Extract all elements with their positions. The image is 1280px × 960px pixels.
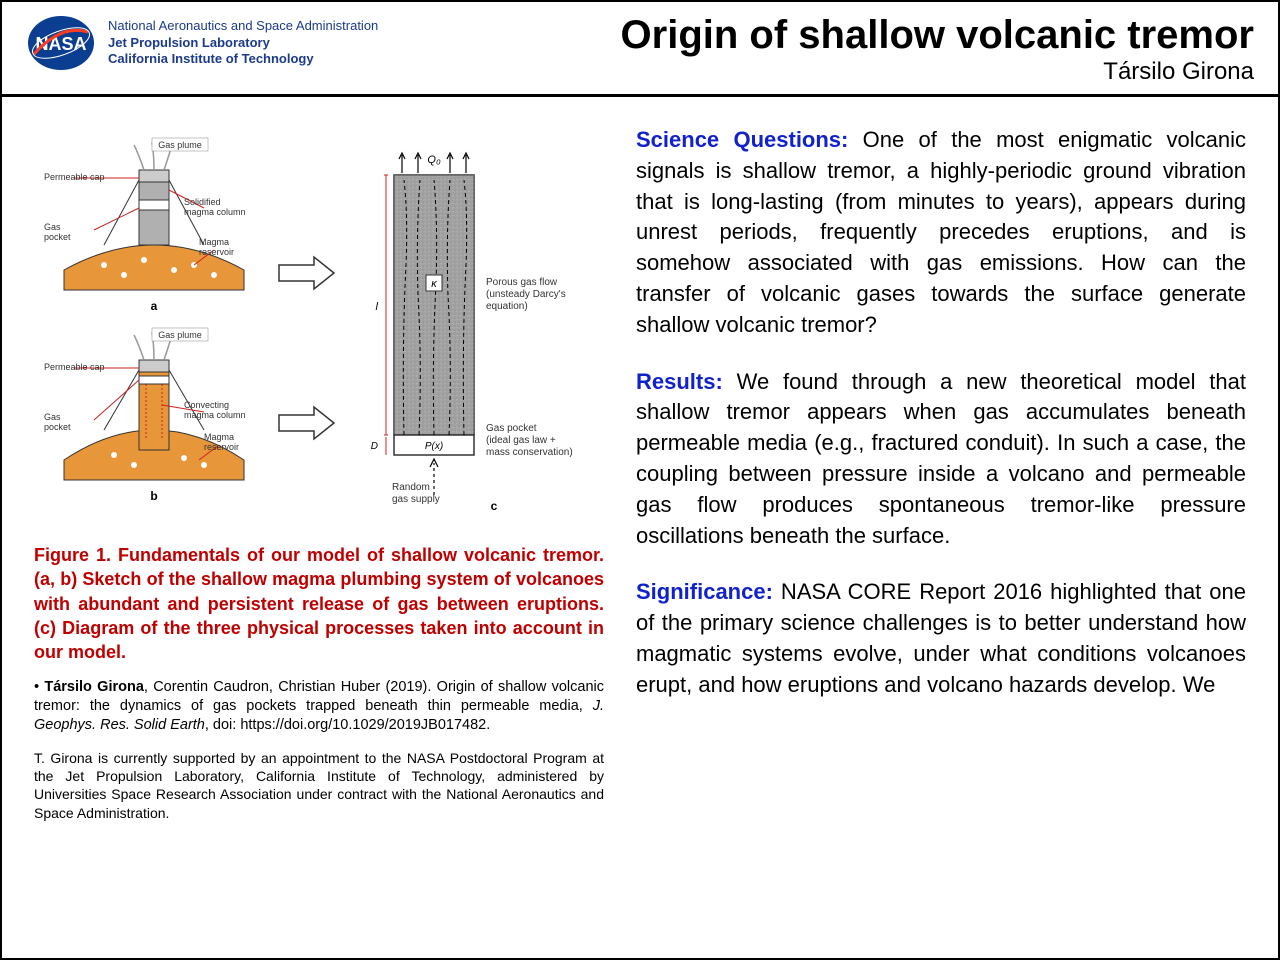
svg-text:mass conservation): mass conservation) — [486, 447, 573, 458]
label-l: l — [376, 301, 379, 313]
label-porous-flow: Porous gas flow — [486, 277, 558, 288]
label-px: P(x) — [425, 441, 443, 452]
right-column: Science Questions: One of the most enigm… — [636, 125, 1246, 822]
svg-text:magma column: magma column — [184, 207, 246, 217]
svg-text:pocket: pocket — [44, 422, 71, 432]
label-solidified-magma: Solidified — [184, 197, 221, 207]
content-area: Gas plume Permeable cap Gas pocket Solid… — [2, 97, 1278, 822]
arrow-a-to-c — [279, 257, 334, 289]
page-author: Társilo Girona — [398, 58, 1254, 86]
title-block: Origin of shallow volcanic tremor Társil… — [378, 14, 1254, 86]
results: Results: We found through a new theoreti… — [636, 367, 1246, 552]
res-text: We found through a new theoretical model… — [636, 369, 1246, 548]
svg-text:magma column: magma column — [184, 410, 246, 420]
label-kappa: κ — [431, 278, 437, 290]
label-random-supply: Random — [392, 482, 430, 493]
res-label: Results: — [636, 369, 723, 394]
svg-text:reservoir: reservoir — [204, 442, 239, 452]
header-bar: NASA National Aeronautics and Space Admi… — [2, 2, 1278, 97]
page-title: Origin of shallow volcanic tremor — [398, 14, 1254, 56]
svg-text:gas supply: gas supply — [392, 494, 440, 505]
science-questions: Science Questions: One of the most enigm… — [636, 125, 1246, 341]
label-gas-plume-b: Gas plume — [158, 330, 202, 340]
org-nasa: National Aeronautics and Space Administr… — [108, 18, 378, 35]
significance: Significance: NASA CORE Report 2016 high… — [636, 577, 1246, 700]
svg-text:equation): equation) — [486, 301, 528, 312]
org-caltech: California Institute of Technology — [108, 51, 378, 68]
nasa-logo-icon: NASA — [26, 14, 96, 72]
arrow-b-to-c — [279, 407, 334, 439]
sq-label: Science Questions: — [636, 127, 848, 152]
label-gas-pocket-a: Gas — [44, 222, 61, 232]
figure-1: Gas plume Permeable cap Gas pocket Solid… — [34, 125, 604, 525]
panel-label-c: c — [491, 499, 498, 513]
label-gas-pocket-b: Gas — [44, 412, 61, 422]
panel-label-b: b — [150, 489, 157, 503]
org-text: National Aeronautics and Space Administr… — [108, 18, 378, 69]
label-convecting-magma: Convecting — [184, 400, 229, 410]
left-column: Gas plume Permeable cap Gas pocket Solid… — [34, 125, 604, 822]
label-magma-reservoir-a: Magma — [199, 237, 229, 247]
panel-label-a: a — [151, 299, 158, 313]
label-magma-reservoir-b: Magma — [204, 432, 234, 442]
svg-text:reservoir: reservoir — [199, 247, 234, 257]
label-gas-plume-a: Gas plume — [158, 140, 202, 150]
sq-text: One of the most enigmatic volcanic signa… — [636, 127, 1246, 337]
svg-text:pocket: pocket — [44, 232, 71, 242]
label-d: D — [371, 441, 378, 452]
label-q0: Q₀ — [427, 154, 441, 166]
svg-text:(ideal gas law +: (ideal gas law + — [486, 435, 556, 446]
logo-block: NASA National Aeronautics and Space Admi… — [26, 14, 378, 72]
label-gas-pocket-c: Gas pocket — [486, 423, 537, 434]
label-permeable-cap-b: Permeable cap — [44, 362, 105, 372]
org-jpl: Jet Propulsion Laboratory — [108, 35, 378, 52]
funding-note: T. Girona is currently supported by an a… — [34, 749, 604, 822]
sig-label: Significance: — [636, 579, 773, 604]
label-permeable-cap-a: Permeable cap — [44, 172, 105, 182]
svg-text:(unsteady Darcy's: (unsteady Darcy's — [486, 289, 566, 300]
citation: • Társilo Girona, Corentin Caudron, Chri… — [34, 678, 604, 735]
figure-caption: Figure 1. Fundamentals of our model of s… — [34, 543, 604, 664]
